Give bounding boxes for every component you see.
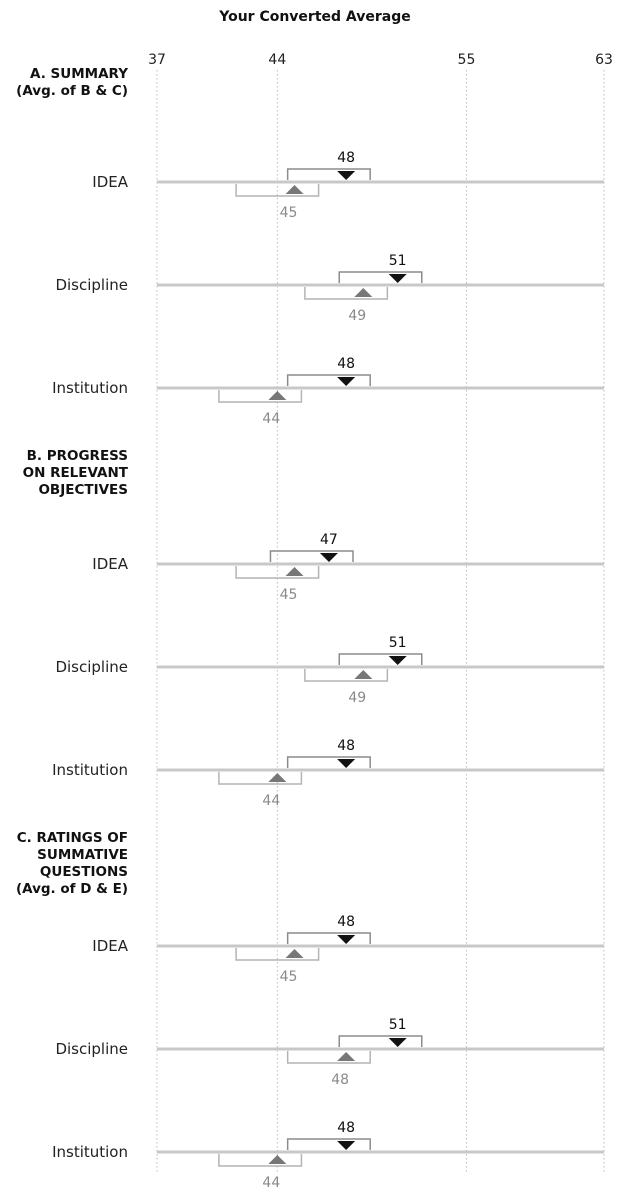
your-average-marker	[337, 377, 356, 386]
section-title-line: C. RATINGS OF	[17, 830, 128, 846]
comparison-average-value: 45	[280, 969, 298, 985]
your-average-value: 48	[337, 914, 355, 930]
comparison-average-marker	[268, 391, 287, 400]
vertical-gridlines	[156, 70, 605, 1172]
comparison-average-marker	[337, 1052, 356, 1061]
your-average-value: 51	[389, 253, 407, 269]
comparison-average-marker	[354, 288, 373, 297]
top-range-bracket	[286, 932, 371, 944]
row-label: IDEA	[92, 173, 128, 191]
bottom-range-bracket	[235, 948, 320, 961]
bottom-range-bracket	[304, 287, 389, 300]
your-average-marker	[388, 274, 407, 283]
row-label: Discipline	[55, 658, 128, 676]
row-label: Institution	[52, 761, 128, 779]
bottom-range-bracket	[286, 1051, 371, 1064]
comparison-average-value: 44	[262, 411, 280, 427]
comparison-average-marker	[285, 949, 304, 958]
row-label: IDEA	[92, 937, 128, 955]
x-tick-label: 44	[268, 52, 286, 68]
section-title-line: ON RELEVANT	[23, 465, 129, 481]
your-average-marker	[337, 171, 356, 180]
your-average-value: 48	[337, 738, 355, 754]
top-range-bracket	[286, 1138, 371, 1150]
section-title-line: (Avg. of D & E)	[16, 881, 128, 897]
comparison-average-marker	[285, 185, 304, 194]
x-tick-label: 37	[148, 52, 166, 68]
your-average-marker	[337, 935, 356, 944]
comparison-average-value: 45	[280, 205, 298, 221]
row-institution: Institution 48 44	[52, 356, 604, 427]
x-tick-label: 63	[595, 52, 613, 68]
your-average-value: 48	[337, 356, 355, 372]
bottom-range-bracket	[235, 566, 320, 579]
section-title-line: A. SUMMARY	[30, 66, 128, 82]
your-average-marker	[388, 1038, 407, 1047]
x-tick-label: 55	[458, 52, 476, 68]
top-range-bracket	[338, 271, 423, 283]
row-discipline: Discipline 51 49	[55, 253, 604, 324]
top-range-bracket	[338, 1035, 423, 1047]
comparison-average-value: 45	[280, 587, 298, 603]
your-average-value: 51	[389, 1017, 407, 1033]
top-range-bracket	[269, 550, 354, 562]
row-idea: IDEA 48 45	[92, 150, 604, 221]
your-average-marker	[319, 553, 338, 562]
row-idea: IDEA 47 45	[92, 532, 604, 603]
comparison-average-value: 44	[262, 1175, 280, 1190]
bottom-range-bracket	[218, 390, 303, 403]
your-average-marker	[337, 759, 356, 768]
comparison-average-marker	[268, 773, 287, 782]
row-institution: Institution 48 44	[52, 738, 604, 809]
comparison-average-value: 49	[348, 308, 366, 324]
comparison-average-value: 48	[331, 1072, 349, 1088]
row-idea: IDEA 48 45	[92, 914, 604, 985]
top-range-bracket	[286, 374, 371, 386]
your-average-value: 48	[337, 150, 355, 166]
section-1: A. SUMMARY(Avg. of B & C) IDEA 48 45 Discipl…	[16, 66, 604, 427]
comparison-average-value: 44	[262, 793, 280, 809]
comparison-average-value: 49	[348, 690, 366, 706]
row-label: Discipline	[55, 276, 128, 294]
row-institution: Institution 48 44	[52, 1120, 604, 1190]
x-axis-ticks: 37 44 55 63	[148, 52, 613, 68]
bottom-range-bracket	[304, 669, 389, 682]
section-title-line: B. PROGRESS	[27, 448, 128, 464]
top-range-bracket	[286, 756, 371, 768]
row-discipline: Discipline 51 48	[55, 1017, 604, 1088]
row-discipline: Discipline 51 49	[55, 635, 604, 706]
your-average-value: 47	[320, 532, 338, 548]
chart-title: Your Converted Average	[218, 9, 411, 25]
chart-sections: A. SUMMARY(Avg. of B & C) IDEA 48 45 Discipl…	[16, 66, 604, 1190]
row-label: Institution	[52, 379, 128, 397]
row-label: Institution	[52, 1143, 128, 1161]
comparison-average-marker	[285, 567, 304, 576]
row-label: IDEA	[92, 555, 128, 573]
section-title-line: OBJECTIVES	[38, 482, 128, 498]
top-range-bracket	[286, 168, 371, 180]
bottom-range-bracket	[218, 772, 303, 785]
your-average-marker	[388, 656, 407, 665]
bottom-range-bracket	[235, 184, 320, 197]
your-average-value: 51	[389, 635, 407, 651]
your-average-value: 48	[337, 1120, 355, 1136]
section-title-line: (Avg. of B & C)	[16, 83, 128, 99]
comparison-average-marker	[354, 670, 373, 679]
top-range-bracket	[338, 653, 423, 665]
your-average-marker	[337, 1141, 356, 1150]
bottom-range-bracket	[218, 1154, 303, 1167]
section-title-line: SUMMATIVE	[37, 847, 128, 863]
section-title-line: QUESTIONS	[40, 864, 128, 880]
row-label: Discipline	[55, 1040, 128, 1058]
comparison-average-marker	[268, 1155, 287, 1164]
